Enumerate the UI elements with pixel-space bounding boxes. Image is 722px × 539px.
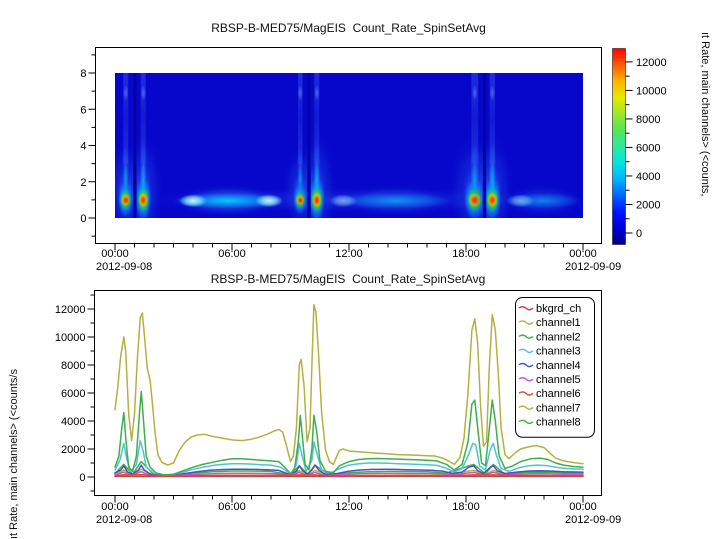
x-tick-label: 06:00	[218, 248, 246, 260]
heatmap-streak-spot	[314, 84, 320, 101]
colorbar[interactable]	[612, 48, 626, 245]
legend-swatch-channel4	[518, 362, 534, 368]
heatmap-streak-spot	[471, 84, 478, 101]
line-chart-traces[interactable]	[114, 304, 584, 478]
heatmap-streak-spot	[122, 84, 129, 101]
legend-label-channel5[interactable]: channel5	[536, 374, 581, 386]
heatmap-streak	[298, 73, 303, 164]
legend-label-channel1[interactable]: channel1	[536, 317, 581, 329]
y-tick-label: 8	[80, 68, 86, 80]
trace-channel8[interactable]	[114, 390, 584, 476]
heatmap-plume-red-core	[313, 194, 321, 206]
heatmap-plume-red-core	[139, 195, 147, 206]
legend-swatch-channel2	[518, 334, 534, 339]
legend-swatch-channel5	[518, 377, 534, 382]
colorbar-gradient-bar[interactable]	[612, 48, 626, 245]
y-tick-label: 0	[79, 472, 85, 484]
y-tick-label: 6000	[61, 388, 85, 400]
heatmap-data-gap	[133, 73, 137, 218]
legend-swatch-bkgrd_ch	[518, 306, 534, 311]
heatmap-streak-spot	[140, 84, 147, 101]
colorbar-axis-label: ıt Rate, main channels> (<counts,	[699, 32, 711, 197]
y-tick-label: 2000	[61, 444, 85, 456]
date-label-start: 2012-09-08	[96, 514, 152, 526]
x-tick-label: 00:00	[569, 501, 597, 513]
heatmap-band-bright-spot	[255, 194, 284, 208]
x-tick-label: 18:00	[452, 501, 480, 513]
legend-label-bkgrd_ch[interactable]: bkgrd_ch	[536, 303, 581, 315]
top-plot-title: RBSP-B-MED75/MagEIS Count_Rate_SpinSetAv…	[211, 21, 486, 35]
y-tick-label: 4	[80, 141, 86, 153]
legend-swatch-channel7	[518, 405, 534, 410]
y-tick-label: 8000	[61, 360, 85, 372]
colorbar-tick-label: 2000	[636, 199, 660, 211]
x-tick-label: 12:00	[335, 248, 363, 260]
y-tick-label: 2	[80, 177, 86, 189]
y-tick-label: 4000	[61, 416, 85, 428]
heatmap-band-bright-spot	[179, 194, 207, 208]
legend-label-channel3[interactable]: channel3	[536, 346, 581, 358]
trace-channel6[interactable]	[114, 473, 584, 477]
legend-label-channel4[interactable]: channel4	[536, 360, 581, 372]
colorbar-tick-label: 4000	[636, 171, 660, 183]
colorbar-tick-label: 8000	[636, 114, 660, 126]
heatmap-streak	[471, 73, 479, 164]
y-tick-label: 6	[80, 104, 86, 116]
colorbar-tick-label: 12000	[636, 57, 667, 69]
legend-swatch-channel3	[518, 348, 534, 354]
heatmap-data-gap	[482, 73, 487, 218]
heatmap-streak	[140, 73, 146, 164]
legend-box[interactable]	[515, 297, 595, 438]
legend-swatch-channel8	[518, 419, 534, 425]
heatmap-plume-red-core	[488, 195, 497, 206]
colorbar-tick-label: 6000	[636, 142, 660, 154]
date-label-end: 2012-09-09	[565, 514, 621, 526]
heatmap-streak	[123, 73, 129, 164]
legend-label-channel7[interactable]: channel7	[536, 402, 581, 414]
heatmap-streak	[314, 73, 320, 164]
legend-label-channel2[interactable]: channel2	[536, 331, 581, 343]
date-label-start: 2012-09-08	[96, 261, 152, 273]
x-tick-label: 12:00	[335, 501, 363, 513]
colorbar-tick-label: 10000	[636, 85, 667, 97]
legend[interactable]: bkgrd_ch channel1 channel2 channel3 channel4…	[515, 297, 595, 438]
x-tick-label: 06:00	[218, 501, 246, 513]
x-tick-label: 18:00	[452, 248, 480, 260]
y-tick-label: 10000	[55, 332, 86, 344]
heatmap-streak	[489, 73, 496, 164]
heatmap-data-gap	[307, 73, 311, 218]
legend-swatch-channel6	[518, 391, 534, 396]
trace-channel7[interactable]	[114, 304, 584, 466]
heatmap-streak-spot	[297, 84, 304, 101]
x-tick-label: 00:00	[101, 248, 129, 260]
x-tick-label: 00:00	[569, 248, 597, 260]
legend-swatch-channel1	[518, 320, 534, 325]
y-tick-label: 12000	[55, 304, 86, 316]
date-label-end: 2012-09-09	[565, 261, 621, 273]
colorbar-tick-label: 0	[636, 228, 642, 240]
x-tick-label: 00:00	[101, 501, 129, 513]
heatmap-streak-spot	[489, 84, 496, 101]
heatmap-band-core	[339, 192, 452, 209]
bottom-plot-title: RBSP-B-MED75/MagEIS Count_Rate_SpinSetAv…	[210, 272, 486, 286]
legend-label-channel8[interactable]: channel8	[536, 417, 581, 429]
colorbar-ticks: 0 2000 4000 6000 8000 10000 12000	[625, 57, 667, 240]
y-tick-label: 0	[80, 213, 86, 225]
spectrogram-heatmap[interactable]	[106, 73, 589, 249]
legend-label-channel6[interactable]: channel6	[536, 388, 581, 400]
